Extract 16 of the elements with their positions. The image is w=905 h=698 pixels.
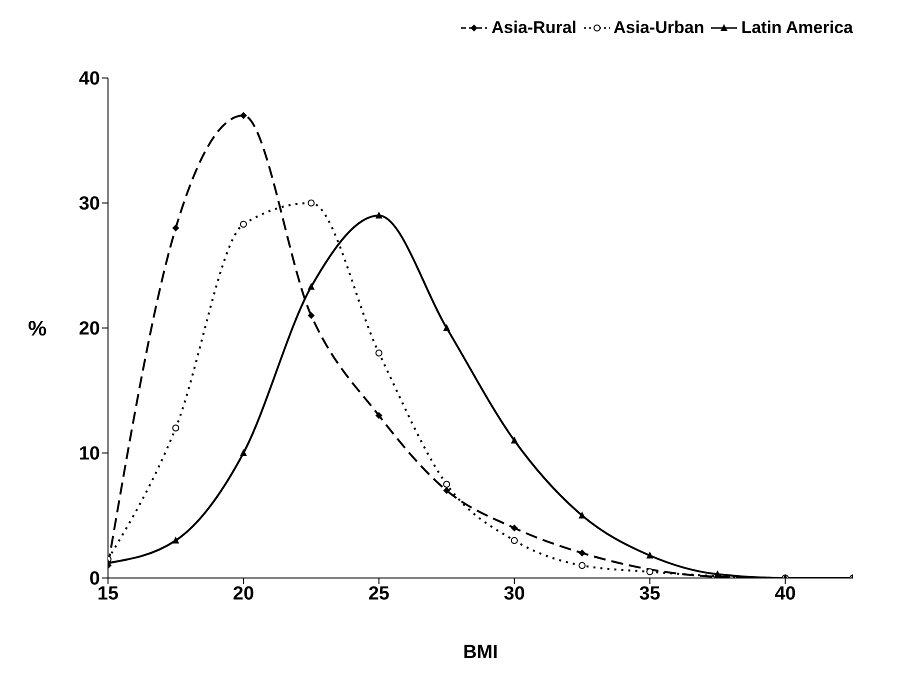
legend-label: Latin America — [741, 18, 853, 38]
x-tick-label: 30 — [504, 583, 525, 604]
y-tick-label: 40 — [78, 68, 100, 90]
x-axis-title: BMI — [463, 642, 498, 663]
y-axis-title: % — [28, 317, 47, 340]
y-tick-label: 10 — [78, 444, 100, 465]
y-tick-label: 30 — [78, 194, 100, 215]
x-tick-label: 25 — [368, 583, 390, 604]
legend-label: Asia-Rural — [491, 18, 577, 38]
legend-label: Asia-Urban — [614, 18, 704, 38]
x-tick-label: 40 — [774, 583, 796, 604]
y-tick-label: 0 — [89, 568, 100, 590]
y-tick-label: 20 — [78, 318, 100, 340]
x-tick-label: 20 — [232, 583, 254, 604]
x-tick-label: 35 — [639, 583, 661, 604]
x-tick-label: 15 — [97, 583, 119, 604]
